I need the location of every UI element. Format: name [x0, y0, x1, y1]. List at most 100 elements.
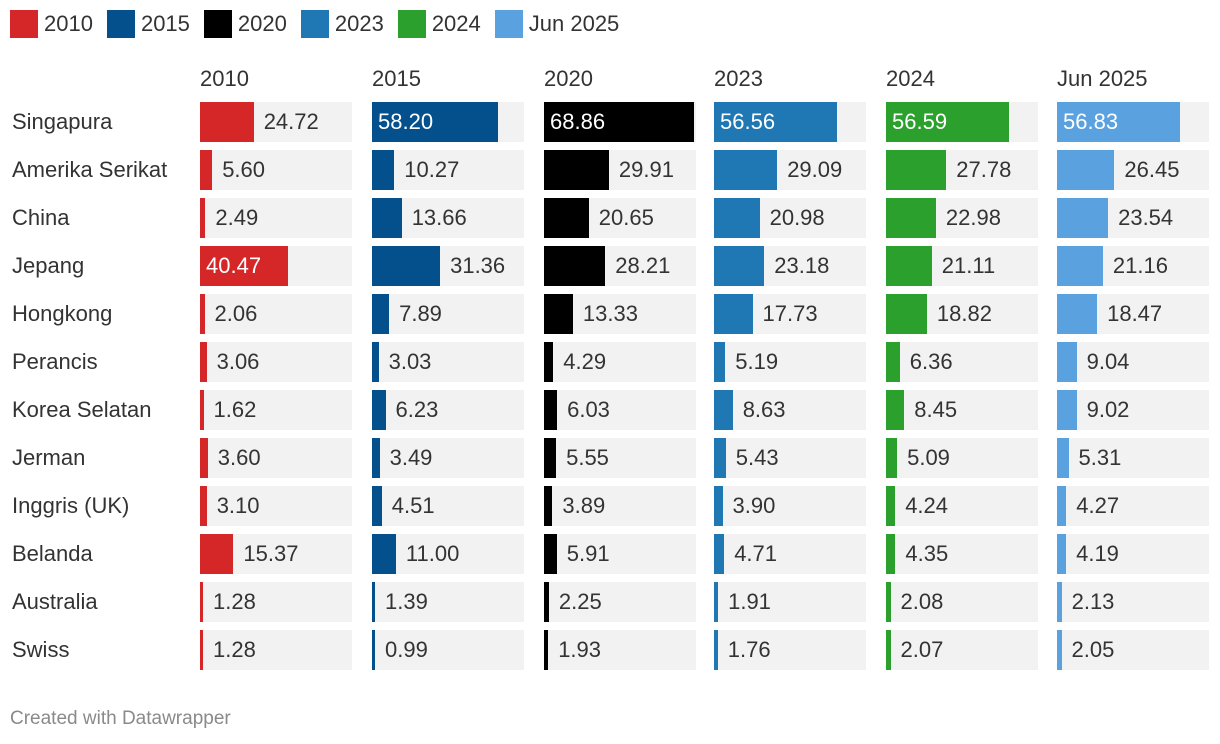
- bar: [372, 294, 390, 334]
- bar-value-label: 3.06: [216, 349, 260, 374]
- legend-label: 2015: [140, 11, 190, 36]
- bar-track: 9.04: [1057, 342, 1209, 382]
- bar: [714, 486, 723, 526]
- legend-item: 2023: [300, 10, 384, 38]
- bar: [886, 630, 891, 670]
- bar: [886, 534, 896, 574]
- bar-track: 6.23: [372, 390, 524, 430]
- bar-track: 20.65: [544, 198, 696, 238]
- bar: [544, 534, 557, 574]
- bar-track: 4.35: [886, 534, 1038, 574]
- bar-track: 8.45: [886, 390, 1038, 430]
- bar-track: 5.43: [714, 438, 866, 478]
- bar-track: 2.25: [544, 582, 696, 622]
- bar: [714, 198, 760, 238]
- row-label: Jepang: [12, 253, 85, 278]
- bar: [714, 294, 753, 334]
- bar-value-label: 6.36: [909, 349, 953, 374]
- footer-credit: Created with Datawrapper: [10, 708, 231, 729]
- bar: [200, 630, 203, 670]
- bar-value-label: 15.37: [243, 541, 299, 566]
- bar: [714, 534, 725, 574]
- bar-value-label: 22.98: [945, 205, 1001, 230]
- bar: [1057, 150, 1115, 190]
- bar: [372, 150, 395, 190]
- bar-value-label: 2.06: [214, 301, 258, 326]
- bar-value-label: 1.39: [385, 589, 428, 614]
- bar-value-label: 4.19: [1076, 541, 1119, 566]
- bar-value-label: 3.49: [389, 445, 433, 470]
- bar-value-label: 28.21: [615, 253, 671, 278]
- bar-value-label: 5.31: [1078, 445, 1122, 470]
- legend-item: Jun 2025: [494, 10, 620, 38]
- bar-track: 11.00: [372, 534, 524, 574]
- bar-value-label: 23.18: [774, 253, 830, 278]
- bar-track: 56.83: [1057, 102, 1209, 142]
- bar-value-label: 5.09: [907, 445, 950, 470]
- bar: [1057, 630, 1062, 670]
- bar-track: 2.06: [200, 294, 352, 334]
- bar-value-label: 56.59: [892, 109, 948, 134]
- bar-value-label: 5.60: [222, 157, 266, 182]
- bar: [714, 102, 837, 142]
- bar-value-label: 2.05: [1071, 637, 1115, 662]
- bar-track: 31.36: [372, 246, 524, 286]
- legend-label: Jun 2025: [528, 11, 620, 36]
- bar: [1057, 342, 1077, 382]
- bar-track: 40.47: [200, 246, 352, 286]
- bar: [886, 102, 1009, 142]
- bar-value-label: 13.33: [582, 301, 638, 326]
- bar: [1057, 438, 1069, 478]
- bar-track: 10.27: [372, 150, 524, 190]
- bar-track: 13.66: [372, 198, 524, 238]
- bar-value-label: 3.10: [216, 493, 260, 518]
- bar-value-label: 2.07: [900, 637, 944, 662]
- bar: [544, 630, 549, 670]
- bar: [886, 582, 891, 622]
- bar-value-label: 2.13: [1071, 589, 1115, 614]
- bar-track: 2.49: [200, 198, 352, 238]
- bar-track: 56.56: [714, 102, 866, 142]
- bar: [714, 630, 718, 670]
- bar: [372, 438, 380, 478]
- bar-track: 56.59: [886, 102, 1038, 142]
- bar-track: 7.89: [372, 294, 524, 334]
- legend-item: 2024: [397, 10, 481, 38]
- bar: [886, 390, 905, 430]
- bar-value-label: 3.89: [562, 493, 606, 518]
- bar: [544, 102, 694, 142]
- row-label: Inggris (UK): [12, 493, 130, 518]
- bar: [200, 582, 203, 622]
- legend-swatch: [203, 10, 232, 38]
- bar-track: 1.93: [544, 630, 696, 670]
- bar-track: 4.27: [1057, 486, 1209, 526]
- bar-value-label: 24.72: [263, 109, 319, 134]
- bar-track: 2.13: [1057, 582, 1209, 622]
- bar-track: 29.91: [544, 150, 696, 190]
- legend-item: 2010: [10, 10, 93, 38]
- bar-track: 1.39: [372, 582, 524, 622]
- bar: [372, 582, 375, 622]
- bar-value-label: 4.29: [563, 349, 607, 374]
- bar-track: 3.03: [372, 342, 524, 382]
- bar-track: 5.19: [714, 342, 866, 382]
- bar: [200, 534, 234, 574]
- bar-track: 0.99: [372, 630, 524, 670]
- column-header: 2015: [372, 66, 421, 91]
- bar: [372, 486, 382, 526]
- bar: [1057, 246, 1103, 286]
- bar-track: 21.16: [1057, 246, 1209, 286]
- bar-track: 1.62: [200, 390, 352, 430]
- bar-track: 2.05: [1057, 630, 1209, 670]
- bar: [372, 630, 375, 670]
- bar-value-label: 1.76: [727, 637, 771, 662]
- bar: [714, 246, 765, 286]
- bar: [886, 198, 936, 238]
- bar: [372, 198, 402, 238]
- bar-track: 3.89: [544, 486, 696, 526]
- bar-track: 6.03: [544, 390, 696, 430]
- bar-track: 1.91: [714, 582, 866, 622]
- bar-value-label: 3.03: [388, 349, 432, 374]
- bar-value-label: 1.62: [213, 397, 257, 422]
- row-label: China: [12, 205, 70, 230]
